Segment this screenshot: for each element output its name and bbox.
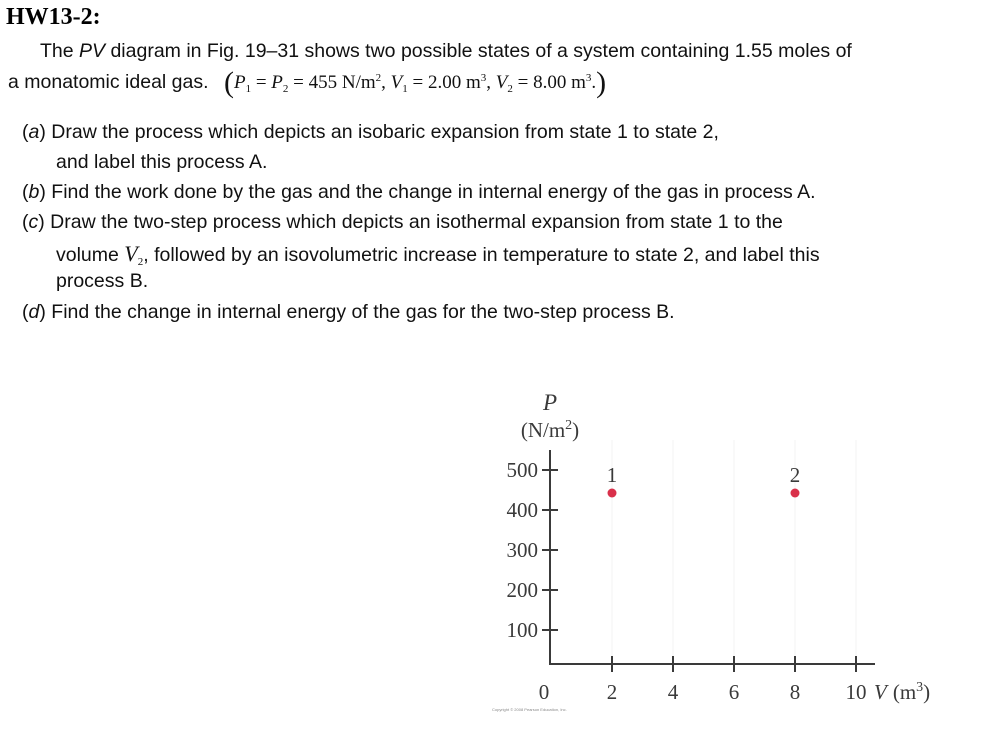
x-axis-label: V (m3) [874,680,930,704]
part-c-line-3: process B. [56,270,149,292]
part-a-label: a [28,121,40,143]
svg-text:100: 100 [507,618,539,642]
intro-line-2: a monatomic ideal gas. (P1 = P2 = 455 N/… [8,66,606,100]
y-axis-unit: (N/m2) [521,418,579,442]
svg-text:8: 8 [790,680,801,704]
part-b-line-1: (b) Find the work done by the gas and th… [22,181,816,203]
state-2-label: 2 [790,463,801,487]
paren-open: ( [223,66,234,99]
svg-text:10: 10 [846,680,867,704]
part-d-label: d [28,301,40,323]
part-c-label: c [28,211,39,233]
part-a-line-1: (a) Draw the process which depicts an is… [22,121,719,143]
state-1-label: 1 [607,463,618,487]
state-2-dot [790,488,800,498]
copyright-notice: Copyright © 2008 Pearson Education, Inc. [492,707,567,712]
part-b-label: b [28,181,40,203]
pv-diagram: P (N/m2) 500 400 300 200 100 [470,380,992,727]
faint-grid [611,440,857,665]
y-axis-label: P [542,390,557,415]
intro-text-before: The [40,40,80,62]
svg-text:4: 4 [668,680,679,704]
x-ticks [611,656,857,672]
problem-title: HW13-2: [6,4,101,30]
part-c-line-1: (c) Draw the two-step process which depi… [22,211,783,233]
intro-text-after: diagram in Fig. 19–31 shows two possible… [105,40,852,62]
state-point-1: 1 [607,463,618,487]
svg-text:300: 300 [507,538,539,562]
y-tick-labels: 500 400 300 200 100 [507,458,539,642]
x-tick-labels: 0 2 4 6 8 10 [539,680,867,704]
svg-text:0: 0 [539,680,550,704]
state-1-dot [607,488,617,498]
state-point-2: 2 [790,463,801,487]
intro-line-1: The PV diagram in Fig. 19–31 shows two p… [40,40,852,63]
given-values: (P1 = P2 = 455 N/m2, V1 = 2.00 m3, V2 = … [224,66,606,99]
part-d-line-1: (d) Find the change in internal energy o… [22,301,675,323]
svg-text:400: 400 [507,498,539,522]
svg-text:6: 6 [729,680,740,704]
y-ticks [542,469,558,631]
part-a-line-2: and label this process A. [56,151,268,173]
given-math: P1 = P2 = 455 N/m2, V1 = 2.00 m3, V2 = 8… [233,72,597,95]
svg-text:2: 2 [607,680,618,704]
svg-text:500: 500 [507,458,539,482]
svg-text:200: 200 [507,578,539,602]
part-c-line-2: volume V2, followed by an isovolumetric … [56,241,820,268]
paren-close: ) [596,66,607,99]
intro-line-2-text: a monatomic ideal gas. [8,71,209,93]
intro-pv-italic: PV [79,40,106,62]
